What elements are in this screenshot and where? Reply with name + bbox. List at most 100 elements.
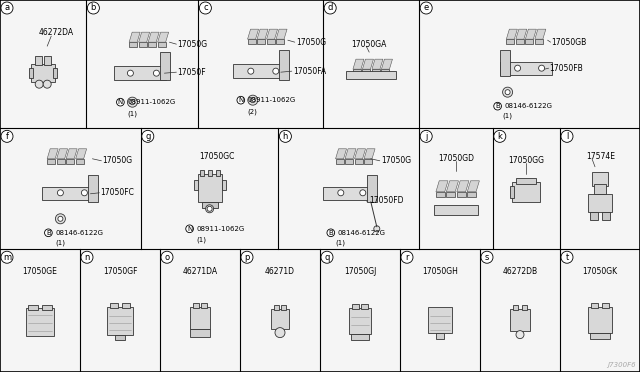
Bar — [115, 66, 166, 80]
Bar — [193, 180, 198, 190]
Bar — [353, 69, 361, 74]
Text: 17050G: 17050G — [102, 156, 132, 165]
Bar — [381, 69, 390, 74]
Bar — [511, 186, 515, 198]
Text: N: N — [187, 226, 192, 232]
Text: k: k — [497, 132, 502, 141]
Bar — [436, 333, 444, 339]
Bar — [349, 308, 371, 334]
Circle shape — [35, 80, 44, 88]
Bar — [434, 205, 478, 215]
Bar — [513, 182, 540, 202]
Polygon shape — [355, 149, 365, 159]
Bar — [42, 305, 52, 310]
Bar — [594, 184, 606, 194]
Text: c: c — [203, 3, 208, 13]
Text: 17050GK: 17050GK — [582, 267, 618, 276]
Circle shape — [81, 190, 88, 196]
Text: (1): (1) — [56, 240, 65, 246]
Bar — [248, 39, 255, 44]
Polygon shape — [266, 29, 278, 39]
Text: B: B — [328, 230, 333, 236]
Polygon shape — [535, 29, 546, 39]
Bar — [28, 305, 38, 310]
Bar — [279, 50, 289, 80]
Circle shape — [127, 70, 133, 76]
Text: q: q — [324, 253, 330, 262]
Text: s: s — [485, 253, 489, 262]
Text: 17050FA: 17050FA — [293, 67, 326, 76]
Bar — [193, 302, 199, 308]
Bar — [335, 159, 344, 164]
Text: o: o — [164, 253, 170, 262]
Polygon shape — [467, 181, 479, 192]
Bar — [588, 307, 612, 333]
Polygon shape — [276, 29, 287, 39]
Bar — [161, 52, 170, 80]
Bar — [428, 307, 452, 333]
Bar — [436, 192, 445, 197]
Bar — [516, 39, 524, 44]
Circle shape — [539, 65, 545, 71]
Text: B: B — [46, 230, 51, 236]
Polygon shape — [129, 32, 140, 42]
Polygon shape — [525, 29, 536, 39]
Bar — [510, 309, 530, 331]
Bar — [122, 302, 130, 308]
Bar — [323, 187, 372, 200]
Bar — [372, 69, 380, 74]
Text: 08146-6122G: 08146-6122G — [338, 230, 386, 236]
Polygon shape — [139, 32, 150, 42]
Bar — [271, 309, 289, 328]
Text: 17050GD: 17050GD — [438, 154, 474, 163]
Bar — [26, 308, 54, 336]
Text: f: f — [6, 132, 8, 141]
Text: e: e — [424, 3, 429, 13]
Text: 17050FC: 17050FC — [100, 188, 134, 197]
Text: (1): (1) — [127, 111, 138, 118]
Polygon shape — [345, 149, 356, 159]
Circle shape — [130, 100, 135, 105]
Text: 17050GG: 17050GG — [508, 156, 545, 165]
Circle shape — [275, 328, 285, 338]
Text: 46271DA: 46271DA — [182, 267, 218, 276]
Bar — [274, 305, 279, 310]
Bar — [516, 178, 536, 184]
Text: N: N — [118, 99, 123, 105]
Text: n: n — [84, 253, 90, 262]
Bar — [53, 68, 57, 78]
Text: r: r — [405, 253, 409, 262]
Bar — [190, 328, 210, 337]
Bar — [588, 194, 612, 212]
Text: b: b — [91, 3, 96, 13]
Text: 17050GE: 17050GE — [22, 267, 58, 276]
Circle shape — [56, 214, 65, 224]
Bar — [506, 39, 515, 44]
Bar — [345, 159, 353, 164]
Bar — [31, 64, 55, 82]
Text: 17050F: 17050F — [177, 68, 206, 77]
Bar — [88, 175, 99, 202]
Bar — [276, 39, 284, 44]
Bar — [500, 62, 552, 75]
Circle shape — [127, 97, 138, 107]
Circle shape — [374, 226, 380, 232]
Text: (1): (1) — [502, 113, 513, 119]
Bar — [139, 42, 147, 47]
Text: J7300F6: J7300F6 — [607, 362, 636, 368]
Text: l: l — [566, 132, 568, 141]
Bar — [148, 42, 156, 47]
Text: 46271D: 46271D — [265, 267, 295, 276]
Circle shape — [154, 70, 159, 76]
Text: 17050G: 17050G — [177, 40, 207, 49]
Text: 08146-6122G: 08146-6122G — [56, 230, 104, 236]
Polygon shape — [76, 149, 86, 159]
Bar — [201, 302, 207, 308]
Text: B: B — [495, 103, 500, 109]
Bar — [29, 68, 33, 78]
Bar — [367, 175, 377, 202]
Bar — [351, 334, 369, 340]
Text: p: p — [244, 253, 250, 262]
Bar — [591, 302, 598, 308]
Polygon shape — [446, 181, 458, 192]
